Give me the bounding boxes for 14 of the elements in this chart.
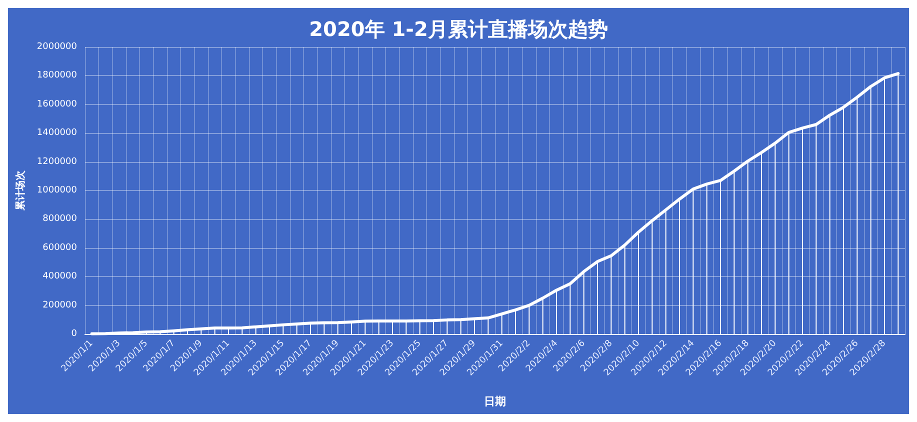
- y-tick-label: 400000: [42, 272, 78, 282]
- y-tick-label: 600000: [42, 242, 78, 253]
- y-tick-label: 1800000: [36, 70, 78, 81]
- y-tick-label: 2000000: [36, 42, 78, 52]
- y-tick-label: 0: [71, 329, 78, 339]
- y-tick-label: 1200000: [36, 156, 78, 167]
- y-tick-label: 1600000: [36, 99, 78, 110]
- y-axis-title: 累计场次: [14, 170, 26, 212]
- y-tick-label: 1400000: [36, 128, 78, 138]
- y-tick-label: 1000000: [36, 186, 78, 196]
- y-tick-label: 800000: [42, 214, 78, 224]
- chart-title: 2020年 1-2月累计直播场次趋势: [309, 17, 608, 41]
- x-axis-title: 日期: [484, 395, 506, 408]
- y-tick-label: 200000: [42, 300, 78, 310]
